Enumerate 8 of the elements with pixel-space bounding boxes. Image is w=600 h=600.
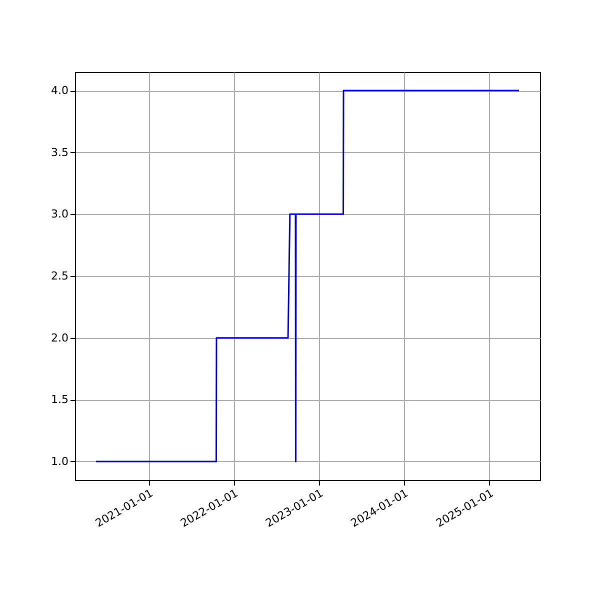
y-tick-label: 2.0 bbox=[51, 331, 68, 344]
y-tick-label: 4.0 bbox=[51, 84, 68, 98]
y-tick-label: 1.0 bbox=[51, 454, 68, 468]
y-tick-label: 3.5 bbox=[51, 146, 68, 159]
y-tick-label: 2.5 bbox=[51, 270, 68, 282]
y-tick-label: 3.0 bbox=[51, 208, 68, 221]
y-tick-label: 1.5 bbox=[51, 393, 68, 406]
line-series bbox=[95, 90, 520, 462]
